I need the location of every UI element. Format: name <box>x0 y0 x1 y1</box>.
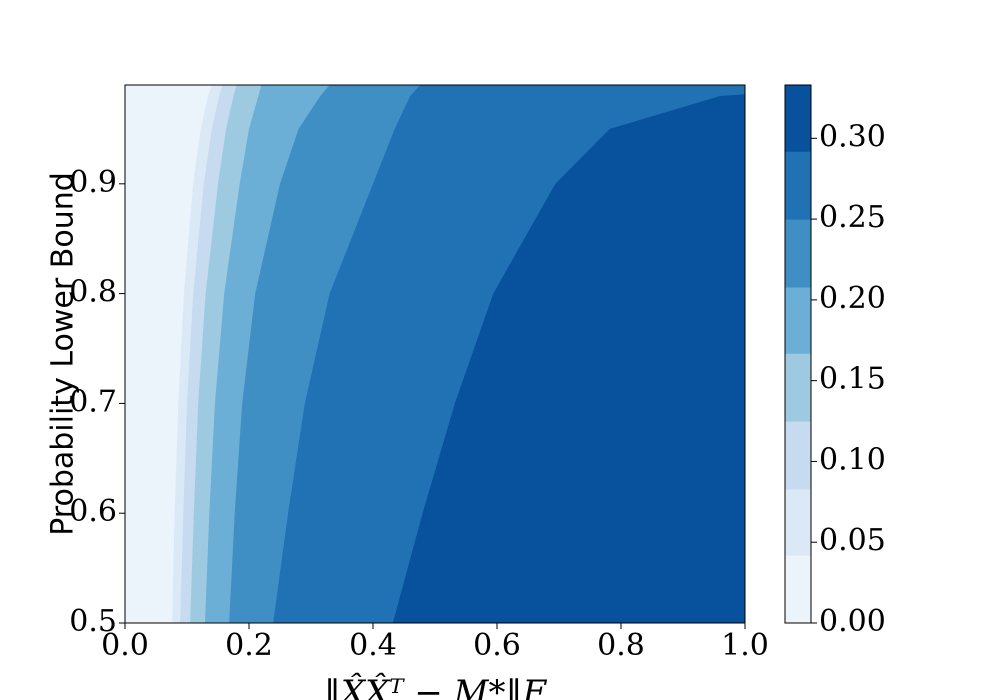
colorbar-band <box>785 286 811 354</box>
contour-band <box>392 94 745 623</box>
x-tick-label: 1.0 <box>721 628 769 663</box>
colorbar-frame <box>784 84 812 624</box>
colorbar-tick-label: 0.15 <box>819 362 886 397</box>
x-tick-label: 0.0 <box>101 628 149 663</box>
plot-area <box>125 85 745 623</box>
colorbar-tick-label: 0.00 <box>819 604 886 639</box>
x-tick-label: 0.4 <box>349 628 397 663</box>
y-tick-label: 0.5 <box>69 604 117 639</box>
y-tick-label: 0.7 <box>69 384 117 419</box>
colorbar-band <box>785 488 811 556</box>
plot-frame <box>124 84 746 624</box>
colorbar-band <box>785 353 811 422</box>
colorbar-tick-label: 0.30 <box>819 119 886 154</box>
colorbar-band <box>785 151 811 220</box>
x-tick-label: 0.8 <box>597 628 645 663</box>
colorbar-band <box>785 421 811 490</box>
colorbar-band <box>785 85 811 152</box>
colorbar-band <box>785 555 811 624</box>
colorbar-tick-label: 0.20 <box>819 281 886 316</box>
colorbar-tick-label: 0.10 <box>819 442 886 477</box>
y-tick-label: 0.8 <box>69 275 117 310</box>
x-axis-label: ‖X̂X̂ᵀ − M*‖F <box>324 672 548 700</box>
y-tick-label: 0.6 <box>69 494 117 529</box>
colorbar-tick-label: 0.05 <box>819 523 886 558</box>
y-tick-label: 0.9 <box>69 165 117 200</box>
colorbar-band <box>785 219 811 288</box>
y-axis-label: Probability Lower Bound <box>46 172 81 536</box>
colorbar-tick-label: 0.25 <box>819 200 886 235</box>
x-tick-label: 0.2 <box>225 628 273 663</box>
x-tick-label: 0.6 <box>473 628 521 663</box>
